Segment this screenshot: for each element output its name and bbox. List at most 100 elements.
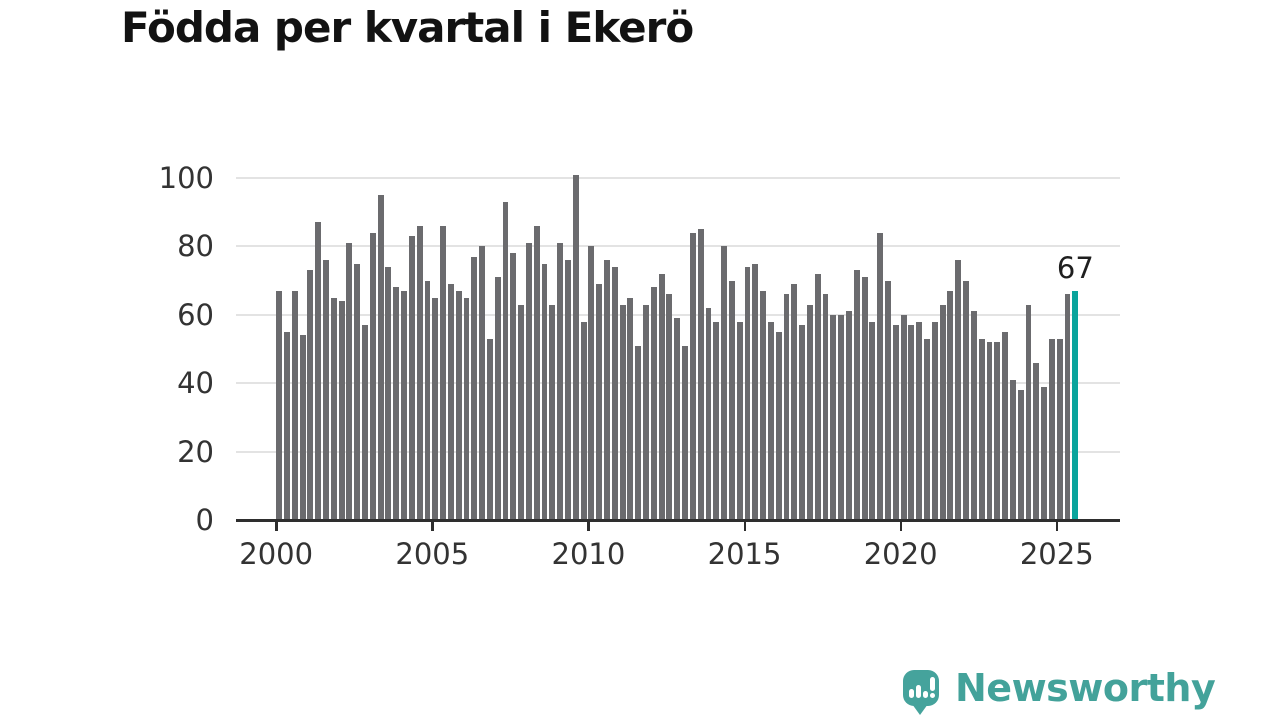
plot-area — [236, 174, 1120, 531]
y-axis-tick-label: 80 — [177, 229, 214, 264]
bar — [362, 325, 368, 520]
x-axis-tick — [431, 522, 434, 531]
bar — [744, 266, 751, 520]
bar — [1048, 338, 1055, 520]
x-axis-tick-label: 2015 — [707, 537, 782, 571]
bar — [924, 338, 930, 520]
bar — [822, 294, 829, 520]
bar — [728, 280, 735, 520]
y-axis-tick-label: 40 — [177, 366, 214, 401]
bar — [541, 263, 548, 520]
bar — [432, 297, 439, 520]
bar — [330, 297, 337, 520]
bar — [658, 273, 665, 520]
bar — [635, 345, 642, 520]
bar — [643, 304, 649, 520]
bar — [494, 277, 501, 520]
x-axis-tick — [1055, 522, 1059, 531]
bar — [986, 342, 993, 520]
bar — [791, 284, 798, 520]
bar — [338, 301, 345, 520]
bar — [416, 225, 423, 520]
newsworthy-logo-text: Newsworthy — [955, 666, 1216, 710]
bar — [401, 290, 407, 520]
x-axis-tick — [275, 522, 278, 531]
bar — [877, 232, 884, 520]
y-axis-tick-label: 100 — [158, 161, 214, 195]
bar — [846, 311, 852, 520]
bar — [471, 256, 478, 520]
logo-bar-icon — [916, 685, 921, 698]
bar — [970, 311, 977, 520]
bar — [1002, 331, 1009, 520]
bar — [533, 225, 540, 520]
bar — [682, 345, 688, 520]
bar — [1009, 379, 1016, 520]
y-axis-tick-label: 0 — [195, 503, 214, 537]
bar — [604, 260, 610, 520]
bar — [440, 225, 446, 520]
bar-value-annotation: 67 — [1056, 250, 1094, 285]
bar — [806, 304, 813, 520]
bar — [369, 232, 376, 520]
bar — [377, 195, 384, 520]
bar — [838, 314, 845, 520]
bar — [963, 280, 969, 520]
bar — [525, 242, 532, 520]
bar — [650, 287, 657, 520]
bar — [385, 266, 392, 520]
bar — [916, 321, 923, 520]
bar — [1025, 304, 1032, 520]
bar — [276, 290, 283, 520]
bar — [853, 270, 860, 520]
bar — [1017, 390, 1024, 520]
bar — [760, 290, 767, 520]
x-axis-tick — [899, 522, 903, 531]
bar — [299, 335, 306, 520]
bar — [580, 321, 587, 520]
bar — [424, 280, 431, 520]
y-axis-tick-label: 60 — [177, 297, 214, 332]
x-axis-tick-label: 2000 — [239, 537, 314, 571]
bar — [955, 260, 962, 520]
bar — [689, 232, 696, 520]
bar — [861, 277, 868, 520]
bar — [1056, 338, 1063, 520]
bar — [799, 325, 806, 520]
bar — [1064, 294, 1071, 520]
bar — [721, 246, 727, 520]
gridline — [236, 177, 1120, 179]
x-axis-line — [236, 519, 1120, 522]
bar — [549, 304, 556, 520]
newsworthy-chart-bubble-icon — [903, 670, 939, 715]
bar — [557, 242, 564, 520]
x-axis-tick-label: 2010 — [551, 537, 626, 571]
bar — [323, 260, 329, 520]
bar — [486, 338, 493, 520]
bar — [775, 331, 782, 520]
bar — [752, 263, 759, 520]
bar — [885, 280, 891, 520]
x-axis-tick-label: 2020 — [863, 537, 938, 571]
bar — [315, 222, 322, 520]
bar — [565, 260, 571, 520]
bar — [354, 263, 361, 520]
x-axis-tick — [743, 522, 747, 531]
newsworthy-logo: Newsworthy — [903, 666, 1216, 715]
bar — [596, 284, 603, 520]
bar — [767, 321, 774, 520]
x-axis-tick — [587, 522, 590, 531]
chart-title: Födda per kvartal i Ekerö — [121, 3, 694, 52]
bar — [705, 307, 712, 520]
gridline — [236, 313, 1120, 316]
logo-exclamation-dot-icon — [930, 693, 935, 698]
logo-bar-icon — [909, 689, 914, 698]
bar — [939, 304, 946, 520]
bar — [510, 253, 517, 520]
bar — [900, 314, 907, 520]
x-axis-tick-label: 2025 — [1019, 537, 1094, 571]
bar — [502, 201, 509, 520]
bar — [908, 325, 915, 520]
logo-speech-tail — [912, 704, 928, 715]
bar — [1033, 362, 1040, 520]
